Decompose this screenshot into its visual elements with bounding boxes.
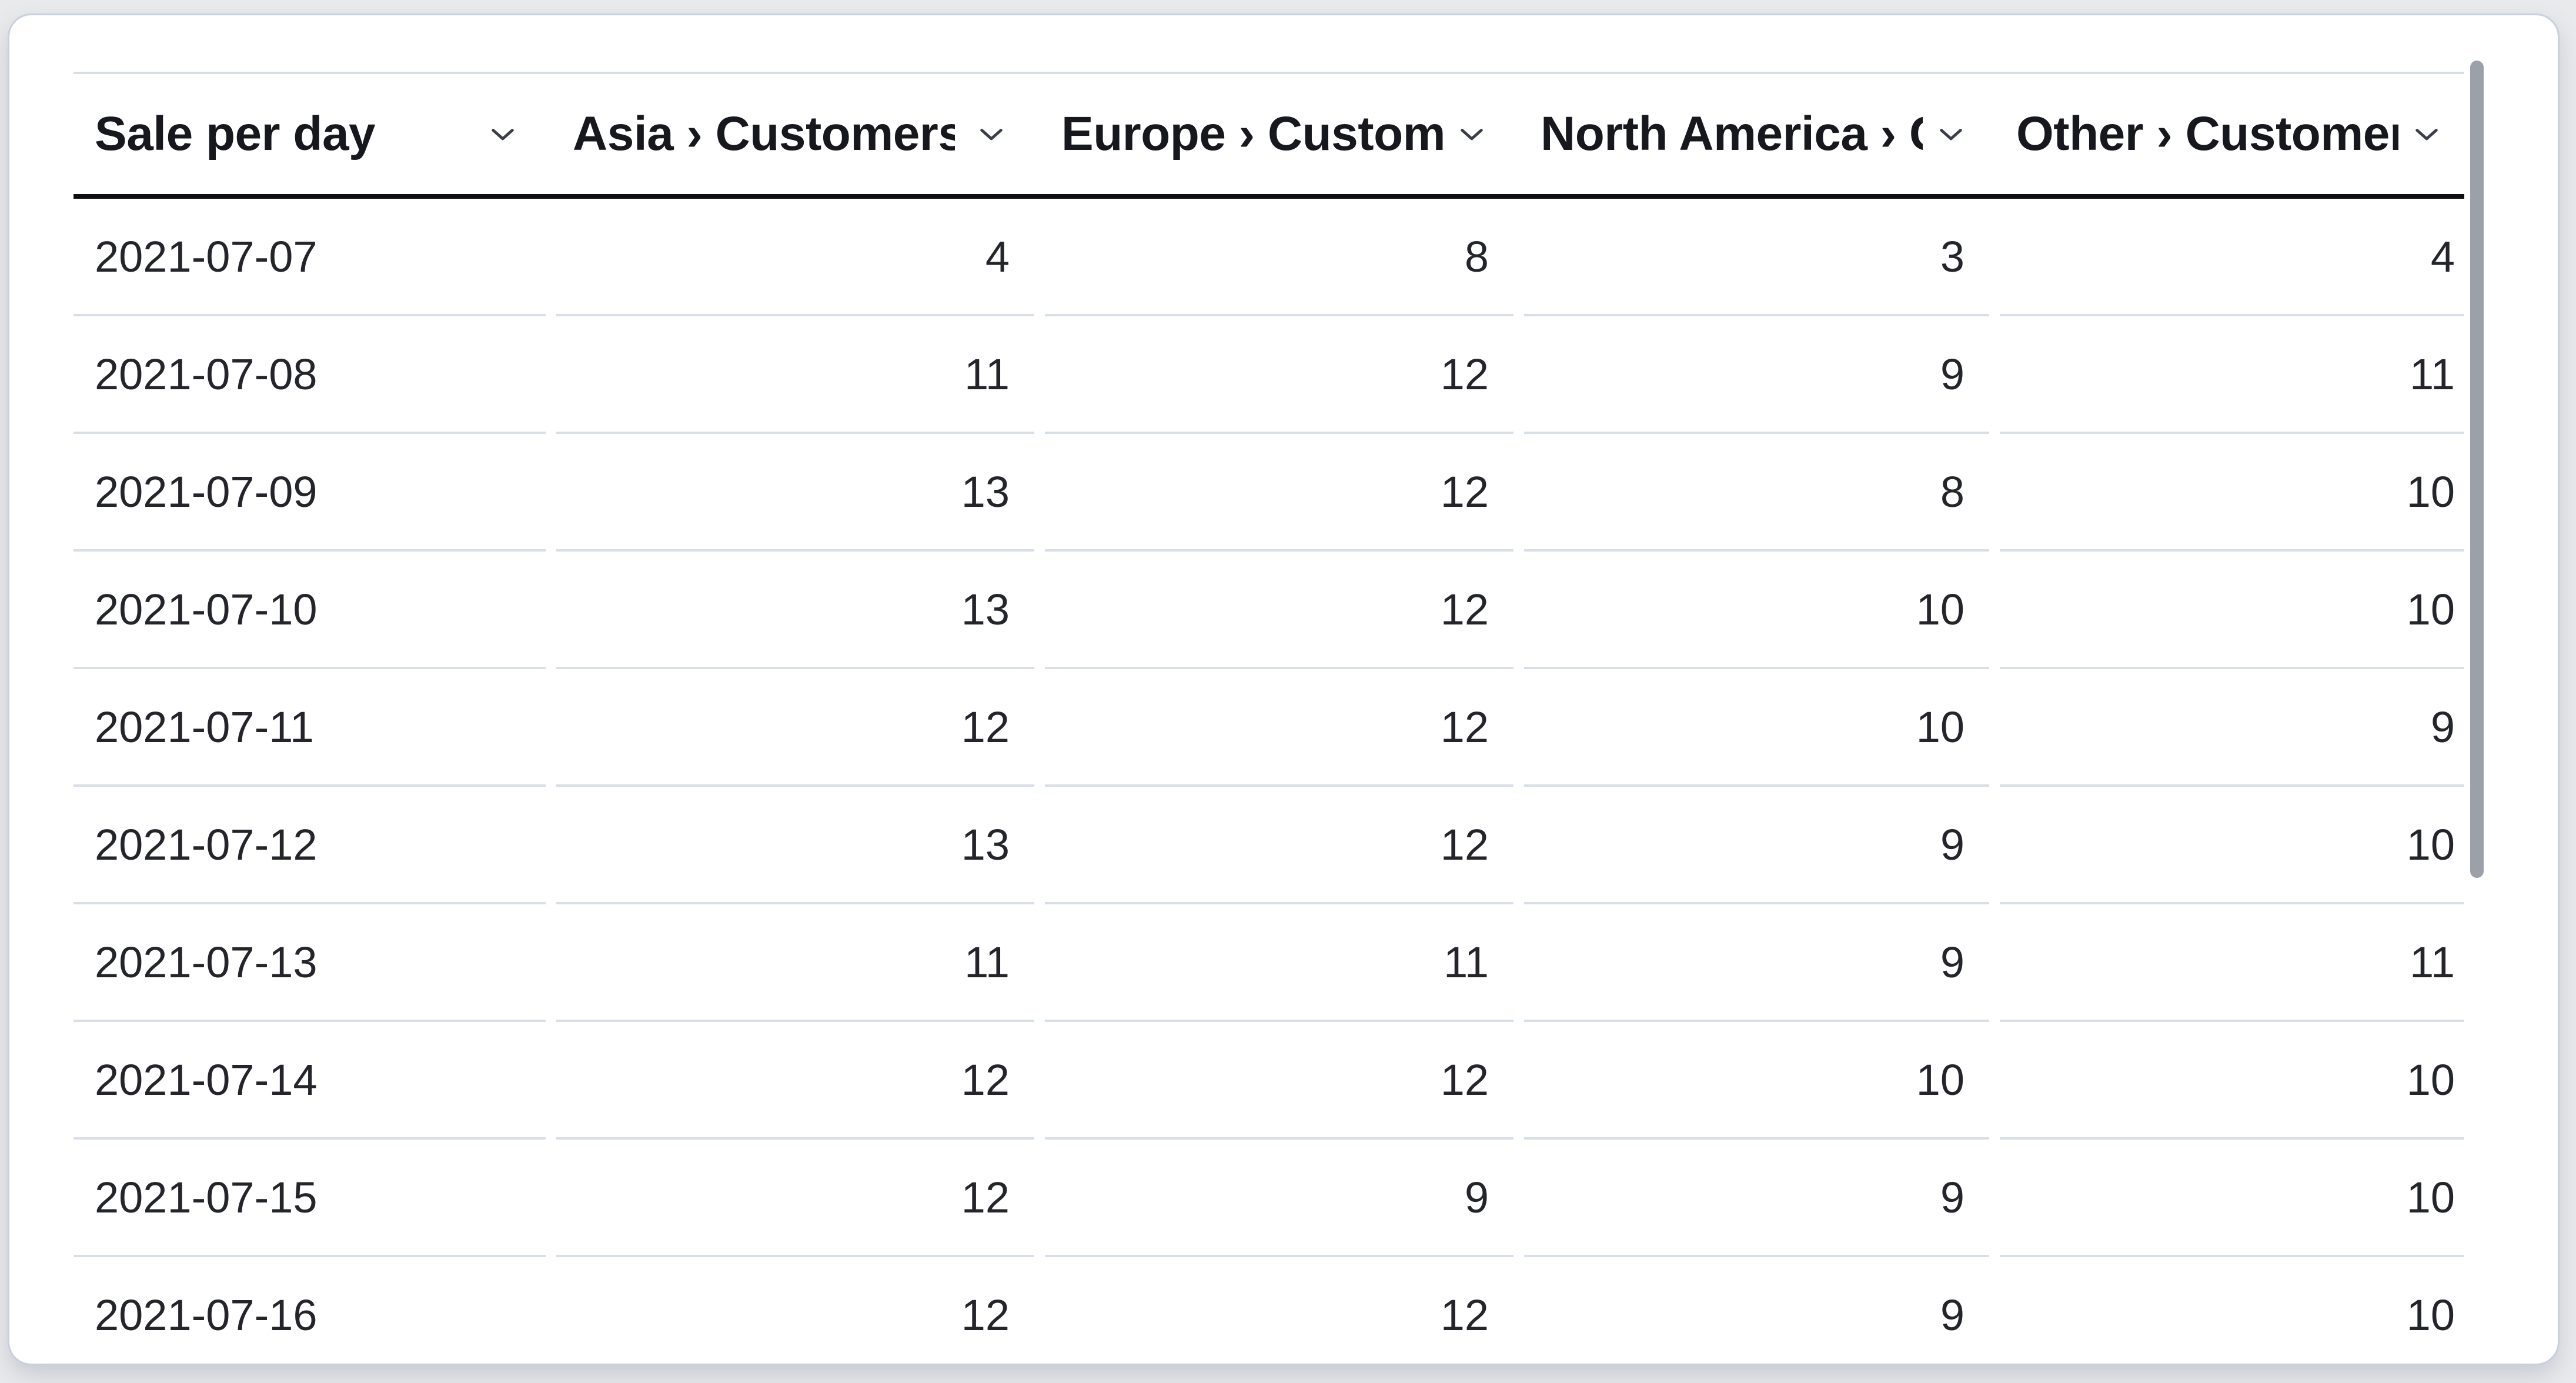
date-cell: 2021-07-13 xyxy=(73,904,546,1022)
value-cell-asia: 13 xyxy=(556,787,1034,904)
column-header-sale-per-day[interactable]: Sale per day xyxy=(73,74,546,194)
date-cell: 2021-07-12 xyxy=(73,787,546,904)
date-cell: 2021-07-09 xyxy=(73,434,546,552)
column-header-other-customers[interactable]: Other › Customers xyxy=(1989,74,2464,194)
value-cell-asia: 12 xyxy=(556,669,1034,787)
value-cell-north-america: 9 xyxy=(1524,787,1989,904)
date-cell: 2021-07-10 xyxy=(73,552,546,669)
value-cell-europe: 12 xyxy=(1045,434,1513,552)
value-cell-asia: 12 xyxy=(556,1140,1034,1257)
chevron-down-icon[interactable] xyxy=(1455,118,1488,151)
chevron-down-icon[interactable] xyxy=(1934,118,1967,151)
vertical-scrollbar-thumb[interactable] xyxy=(2470,61,2484,878)
value-cell-europe: 12 xyxy=(1045,1022,1513,1140)
date-cell: 2021-07-07 xyxy=(73,199,546,316)
date-cell: 2021-07-11 xyxy=(73,669,546,787)
table-row: 2021-07-07 4 8 3 4 xyxy=(73,199,2464,316)
chevron-down-icon[interactable] xyxy=(975,118,1008,151)
table-row: 2021-07-15 12 9 9 10 xyxy=(73,1140,2464,1257)
column-header-asia-customers[interactable]: Asia › Customers xyxy=(546,74,1034,194)
sale-per-day-table: Sale per day Asia › Customers Europe › C… xyxy=(73,72,2464,1364)
value-cell-other: 4 xyxy=(2000,199,2464,316)
column-header-label: North America › Customers xyxy=(1541,107,1923,161)
table-row: 2021-07-14 12 12 10 10 xyxy=(73,1022,2464,1140)
date-cell: 2021-07-16 xyxy=(73,1257,546,1364)
value-cell-europe: 12 xyxy=(1045,316,1513,434)
value-cell-north-america: 3 xyxy=(1524,199,1989,316)
chevron-down-icon[interactable] xyxy=(2410,118,2443,151)
value-cell-other: 10 xyxy=(2000,1257,2464,1364)
value-cell-europe: 12 xyxy=(1045,1257,1513,1364)
table-row: 2021-07-11 12 12 10 9 xyxy=(73,669,2464,787)
date-cell: 2021-07-14 xyxy=(73,1022,546,1140)
value-cell-north-america: 9 xyxy=(1524,1257,1989,1364)
value-cell-north-america: 9 xyxy=(1524,316,1989,434)
value-cell-asia: 12 xyxy=(556,1022,1034,1140)
value-cell-europe: 12 xyxy=(1045,669,1513,787)
value-cell-other: 11 xyxy=(2000,904,2464,1022)
value-cell-europe: 12 xyxy=(1045,787,1513,904)
value-cell-other: 10 xyxy=(2000,1140,2464,1257)
table-row: 2021-07-09 13 12 8 10 xyxy=(73,434,2464,552)
value-cell-north-america: 9 xyxy=(1524,904,1989,1022)
value-cell-asia: 13 xyxy=(556,552,1034,669)
value-cell-asia: 11 xyxy=(556,316,1034,434)
value-cell-asia: 12 xyxy=(556,1257,1034,1364)
column-header-label: Europe › Customers xyxy=(1061,107,1444,161)
value-cell-other: 10 xyxy=(2000,1022,2464,1140)
table-header-row: Sale per day Asia › Customers Europe › C… xyxy=(73,72,2464,199)
value-cell-other: 9 xyxy=(2000,669,2464,787)
table-row: 2021-07-16 12 12 9 10 xyxy=(73,1257,2464,1364)
value-cell-north-america: 8 xyxy=(1524,434,1989,552)
date-cell: 2021-07-08 xyxy=(73,316,546,434)
value-cell-other: 11 xyxy=(2000,316,2464,434)
value-cell-other: 10 xyxy=(2000,787,2464,904)
column-header-label: Sale per day xyxy=(95,107,376,161)
date-cell: 2021-07-15 xyxy=(73,1140,546,1257)
value-cell-north-america: 10 xyxy=(1524,1022,1989,1140)
value-cell-europe: 12 xyxy=(1045,552,1513,669)
value-cell-other: 10 xyxy=(2000,434,2464,552)
column-header-europe-customers[interactable]: Europe › Customers xyxy=(1034,74,1513,194)
value-cell-north-america: 9 xyxy=(1524,1140,1989,1257)
value-cell-north-america: 10 xyxy=(1524,552,1989,669)
table-card: Sale per day Asia › Customers Europe › C… xyxy=(8,14,2560,1365)
table-row: 2021-07-13 11 11 9 11 xyxy=(73,904,2464,1022)
value-cell-europe: 11 xyxy=(1045,904,1513,1022)
value-cell-asia: 13 xyxy=(556,434,1034,552)
value-cell-europe: 8 xyxy=(1045,199,1513,316)
table-row: 2021-07-10 13 12 10 10 xyxy=(73,552,2464,669)
value-cell-asia: 11 xyxy=(556,904,1034,1022)
value-cell-north-america: 10 xyxy=(1524,669,1989,787)
value-cell-asia: 4 xyxy=(556,199,1034,316)
chevron-down-icon[interactable] xyxy=(486,118,519,151)
table-row: 2021-07-12 13 12 9 10 xyxy=(73,787,2464,904)
column-header-label: Other › Customers xyxy=(2016,107,2398,161)
table-row: 2021-07-08 11 12 9 11 xyxy=(73,316,2464,434)
value-cell-other: 10 xyxy=(2000,552,2464,669)
value-cell-europe: 9 xyxy=(1045,1140,1513,1257)
column-header-north-america-customers[interactable]: North America › Customers xyxy=(1513,74,1989,194)
column-header-label: Asia › Customers xyxy=(573,107,955,161)
